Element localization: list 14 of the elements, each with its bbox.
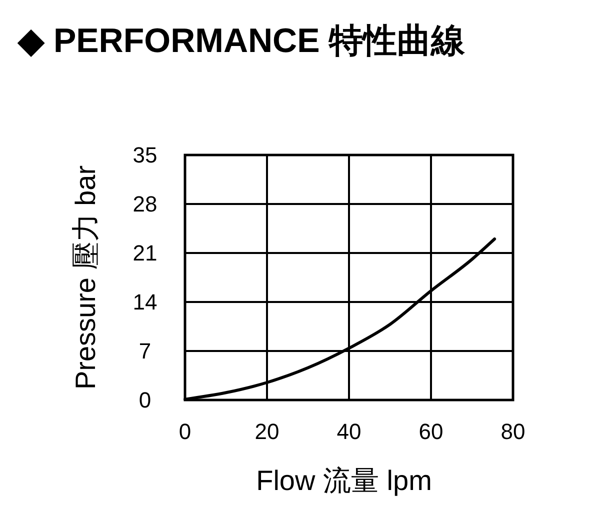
x-tick-label: 20 <box>254 419 280 444</box>
x-tick-label: 80 <box>500 419 526 444</box>
y-tick-label: 14 <box>132 290 158 315</box>
y-tick-label: 21 <box>132 240 158 266</box>
chart-title: ◆ PERFORMANCE 特性曲線 <box>17 22 466 60</box>
y-tick-label: 35 <box>132 142 158 168</box>
y-tick-label: 28 <box>132 192 158 217</box>
y-axis-title: Pressure 壓力 bar <box>70 165 101 390</box>
x-tick-label: 0 <box>178 419 192 444</box>
y-tick-label: 7 <box>138 338 152 364</box>
y-tick-label: 0 <box>138 388 152 413</box>
x-tick-label: 40 <box>336 419 362 444</box>
x-tick-label: 60 <box>418 419 444 444</box>
x-axis-title: Flow 流量 lpm <box>256 465 432 496</box>
